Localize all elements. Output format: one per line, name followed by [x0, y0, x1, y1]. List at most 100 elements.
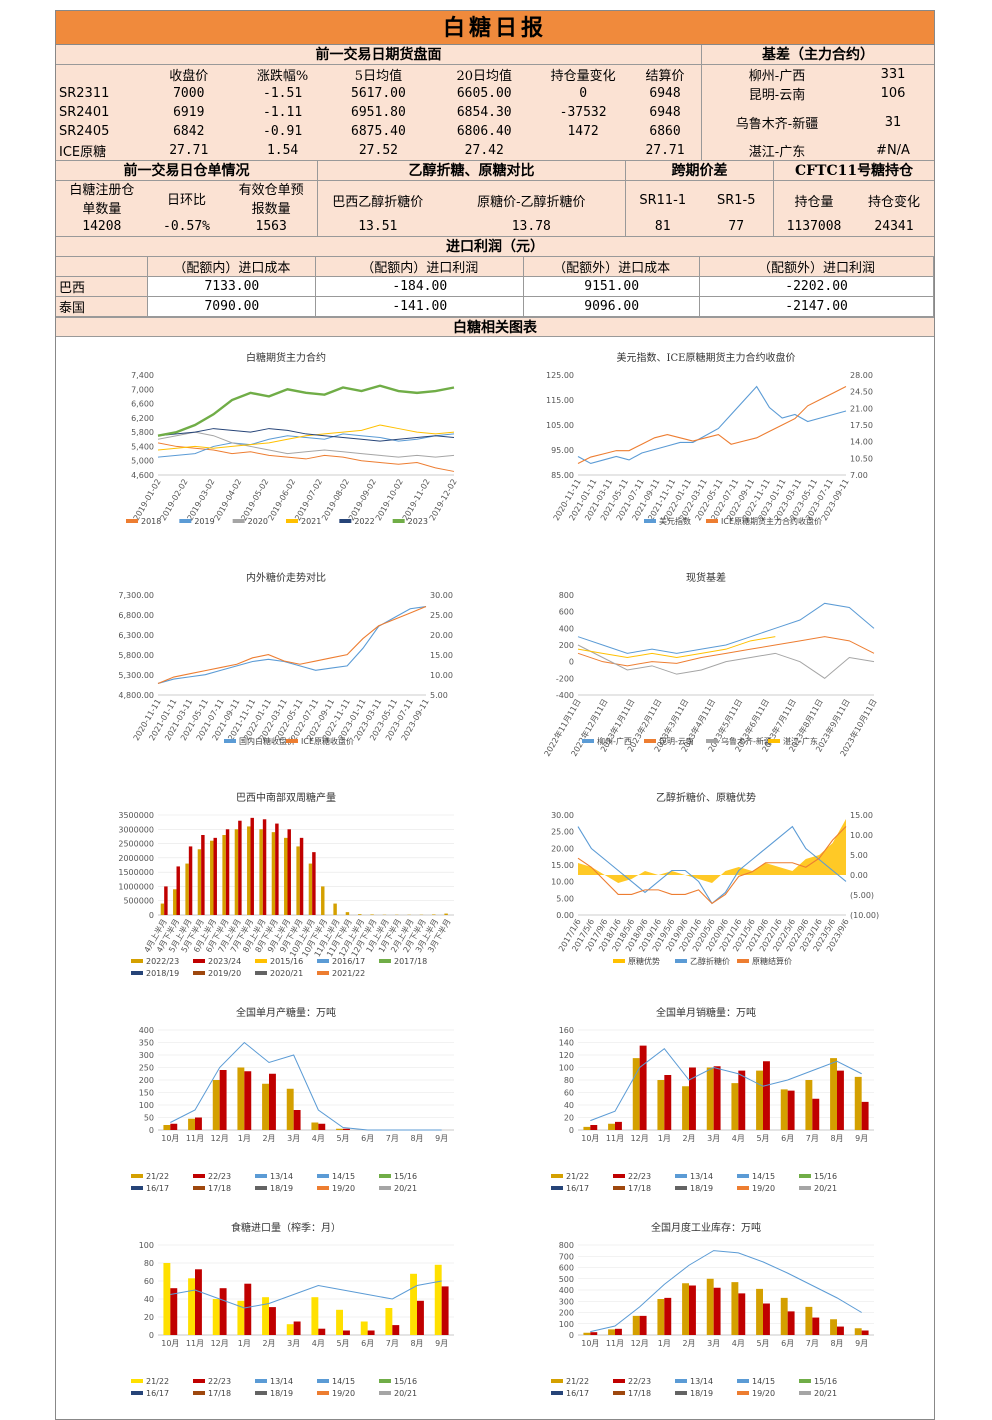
futures-value: 6842 [138, 122, 240, 141]
bar-22/23 [664, 1298, 671, 1335]
bar-22/23 [269, 1074, 276, 1130]
chart-svg: 现货基差8006004002000-200-4002022年11月11日2022… [526, 567, 886, 767]
warehouse-header: 日环比 [148, 181, 226, 219]
bar-22/23 [862, 1102, 869, 1130]
bar-22/23 [837, 1327, 844, 1335]
y-tick-label: -400 [556, 691, 574, 700]
x-tick-label: 2019-03-02 [186, 478, 217, 523]
bar-21/22 [855, 1077, 862, 1130]
legend-swatch [737, 1391, 749, 1395]
y-tick-label: 100 [559, 1320, 574, 1329]
bar-2022/23 [198, 849, 201, 915]
y-tick-label: 4,600 [131, 471, 154, 480]
bar-22/23 [640, 1316, 647, 1335]
legend-label: 19/20 [752, 1184, 775, 1193]
bar-22/23 [170, 1288, 177, 1335]
x-tick-label: 12月 [631, 1134, 649, 1143]
legend-swatch [255, 1379, 267, 1383]
y2-tick-label: 20.00 [430, 631, 453, 640]
sp-values-cell: 81 [626, 219, 700, 236]
legend-swatch [317, 959, 329, 963]
legend-label: 2019/20 [208, 969, 241, 978]
y-tick-label: 20.00 [551, 844, 574, 853]
y-tick-label: 115.00 [546, 396, 574, 405]
bar-22/23 [763, 1061, 770, 1130]
x-tick-label: 9月 [855, 1134, 868, 1143]
legend-swatch [255, 1391, 267, 1395]
chart-title: 食糖进口量（榨季：月） [231, 1221, 341, 1234]
x-tick-label: 2月 [682, 1339, 695, 1348]
legend-label: 柳州-广西 [597, 736, 632, 746]
legend-label: 14/15 [332, 1172, 355, 1181]
bar-2022/23 [333, 904, 336, 915]
legend-label: 原糖结算价 [752, 956, 792, 966]
legend-label: 2021 [301, 517, 321, 526]
chart-svg: 巴西中南部双周糖产量350000030000002500000200000015… [106, 787, 466, 987]
legend-label: 20/21 [394, 1184, 417, 1193]
import-country: 巴西 [56, 277, 148, 297]
x-tick-label: 2月 [682, 1134, 695, 1143]
x-tick-label: 2019-11-02 [401, 478, 432, 523]
x-tick-label: 3月 [707, 1134, 720, 1143]
cftc-headers: 持仓量持仓变化 [774, 181, 934, 219]
contract-name: ICE原糖 [56, 141, 138, 160]
futures-value: 27.71 [138, 141, 240, 160]
bar-22/23 [714, 1288, 721, 1335]
bar-2022/23 [358, 914, 361, 915]
y-tick-label: 15.00 [551, 861, 574, 870]
line-美元指数 [578, 387, 846, 464]
legend-label: 2023/24 [208, 957, 241, 966]
legend-swatch [286, 739, 298, 743]
y-tick-label: 0 [569, 1331, 574, 1340]
cf-headers-cell: 持仓变化 [854, 191, 934, 210]
bar-2023/24 [238, 821, 241, 915]
y-tick-label: 3000000 [118, 825, 154, 834]
legend-swatch [551, 1186, 563, 1190]
x-tick-label: 1月 [238, 1134, 251, 1143]
bar-22/23 [738, 1293, 745, 1335]
bar-22/23 [640, 1046, 647, 1130]
legend-swatch [675, 1391, 687, 1395]
legend-label: 18/19 [690, 1184, 713, 1193]
legend-label: 14/15 [752, 1172, 775, 1181]
bar-22/23 [195, 1118, 202, 1131]
legend-label: 15/16 [394, 1172, 417, 1181]
futures-header: 20日均值 [431, 65, 537, 84]
bar-21/22 [608, 1329, 615, 1335]
legend-label: 15/16 [814, 1377, 837, 1386]
y-tick-label: 6,300.00 [118, 631, 154, 640]
line-13/14 [170, 1281, 441, 1308]
chart-title: 白糖期货主力合约 [246, 351, 326, 364]
x-tick-label: 4月 [732, 1134, 745, 1143]
y-tick-label: 1000000 [118, 882, 154, 891]
legend-swatch [379, 959, 391, 963]
y-tick-label: 30.00 [551, 811, 574, 820]
bar-21/22 [163, 1263, 170, 1335]
legend-swatch [737, 1379, 749, 1383]
bar-21/22 [583, 1127, 590, 1130]
futures-value: -0.91 [240, 122, 326, 141]
x-tick-label: 8月 [410, 1339, 423, 1348]
legend-swatch [737, 1174, 749, 1178]
bar-2023/24 [251, 818, 254, 915]
y-tick-label: 10.00 [551, 878, 574, 887]
bar-21/22 [781, 1089, 788, 1130]
report-title: 白糖日报 [56, 11, 934, 45]
legend-swatch [233, 519, 245, 523]
basis-value: 331 [852, 65, 934, 84]
y-tick-label: 800 [559, 1241, 574, 1250]
bar-21/22 [731, 1282, 738, 1335]
legend-label: 2021/22 [332, 969, 365, 978]
bar-21/22 [188, 1119, 195, 1130]
legend-label: ICE原糖收盘价 [301, 736, 354, 746]
y-tick-label: 120 [559, 1051, 574, 1060]
chart-title: 乙醇折糖价、原糖优势 [656, 791, 756, 804]
legend-label: 昆明-云南 [659, 736, 694, 746]
import-value: -184.00 [316, 277, 524, 297]
